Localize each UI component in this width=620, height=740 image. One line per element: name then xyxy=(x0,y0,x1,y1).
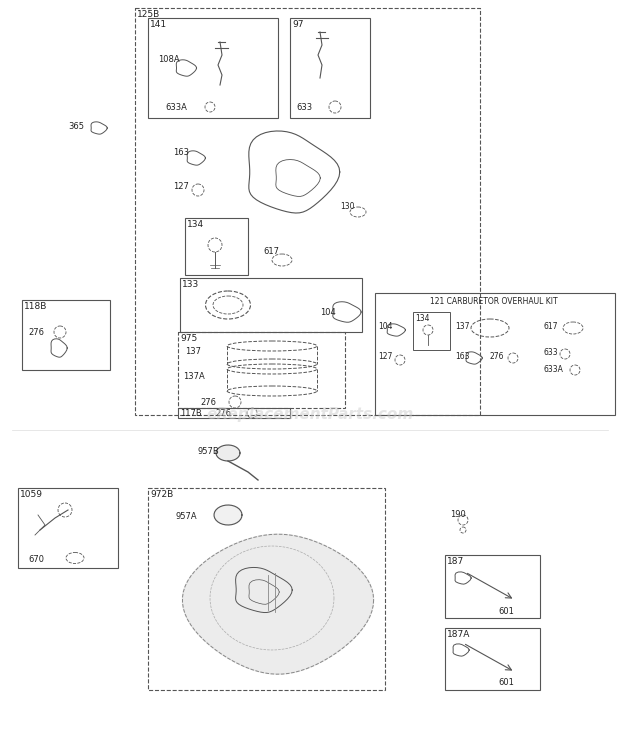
Text: 127: 127 xyxy=(378,352,392,361)
Text: 365: 365 xyxy=(68,122,84,131)
Polygon shape xyxy=(214,505,242,525)
Bar xyxy=(445,628,540,690)
Text: 104: 104 xyxy=(320,308,336,317)
Text: 97: 97 xyxy=(292,20,304,29)
Text: 633: 633 xyxy=(543,348,557,357)
Text: 190: 190 xyxy=(450,510,466,519)
Bar xyxy=(180,278,362,332)
Text: 134: 134 xyxy=(187,220,204,229)
Text: 633A: 633A xyxy=(543,365,563,374)
Bar xyxy=(22,300,110,370)
Text: 972B: 972B xyxy=(150,490,173,499)
Bar xyxy=(148,488,385,690)
Bar xyxy=(290,18,370,118)
Text: 163: 163 xyxy=(173,148,189,157)
Text: 187A: 187A xyxy=(447,630,471,639)
Text: 117B: 117B xyxy=(180,409,202,418)
Text: 187: 187 xyxy=(447,557,464,566)
Text: 163: 163 xyxy=(455,352,469,361)
Text: 108A: 108A xyxy=(158,55,180,64)
Text: 601: 601 xyxy=(498,678,514,687)
Bar xyxy=(185,218,248,275)
Text: 104: 104 xyxy=(378,322,392,331)
Text: 118B: 118B xyxy=(24,302,47,311)
Text: 130: 130 xyxy=(340,202,355,211)
Text: 276: 276 xyxy=(215,409,231,418)
Bar xyxy=(18,488,118,568)
Text: 127: 127 xyxy=(173,182,189,191)
Text: 125B: 125B xyxy=(137,10,160,19)
Bar xyxy=(135,8,480,415)
Text: 1059: 1059 xyxy=(20,490,43,499)
Text: 137: 137 xyxy=(185,347,201,356)
Text: 276: 276 xyxy=(28,328,44,337)
Text: 633: 633 xyxy=(296,103,312,112)
Text: 670: 670 xyxy=(28,555,44,564)
Text: 134: 134 xyxy=(415,314,430,323)
Bar xyxy=(178,408,290,418)
Text: 276: 276 xyxy=(490,352,505,361)
Bar xyxy=(375,293,615,415)
Bar xyxy=(413,312,450,350)
Text: 633A: 633A xyxy=(165,103,187,112)
Text: 617: 617 xyxy=(263,247,279,256)
Text: 975: 975 xyxy=(180,334,197,343)
Text: 137: 137 xyxy=(455,322,469,331)
Text: 957A: 957A xyxy=(175,512,197,521)
Text: eReplacementParts.com: eReplacementParts.com xyxy=(206,408,414,423)
Bar xyxy=(445,555,540,618)
Text: 141: 141 xyxy=(150,20,167,29)
Polygon shape xyxy=(182,534,374,674)
Text: 121 CARBURETOR OVERHAUL KIT: 121 CARBURETOR OVERHAUL KIT xyxy=(430,297,557,306)
Text: 276: 276 xyxy=(200,398,216,407)
Text: 957B: 957B xyxy=(198,447,219,456)
Text: 601: 601 xyxy=(498,607,514,616)
Bar xyxy=(178,332,345,408)
Polygon shape xyxy=(216,445,240,461)
Bar xyxy=(148,18,278,118)
Text: 617: 617 xyxy=(543,322,557,331)
Text: 133: 133 xyxy=(182,280,199,289)
Text: 137A: 137A xyxy=(183,372,205,381)
